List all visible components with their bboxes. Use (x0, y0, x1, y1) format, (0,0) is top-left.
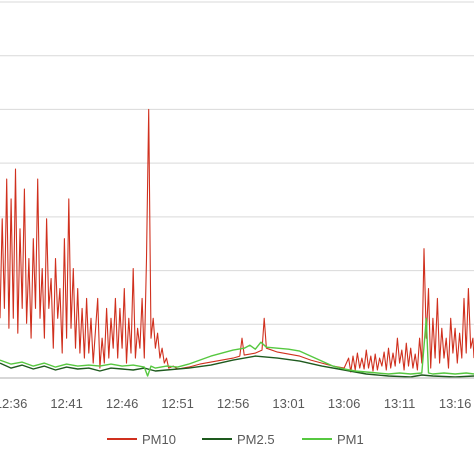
legend-item-pm1[interactable]: PM1 (302, 432, 364, 447)
x-tick-label: 13:11 (384, 396, 416, 411)
x-tick-label: 12:51 (161, 396, 194, 411)
series-lines (0, 108, 474, 378)
gridlines (0, 1, 474, 325)
x-tick-label: 12:56 (217, 396, 250, 411)
x-tick-label: 12:41 (50, 396, 83, 411)
legend-label-pm2-5: PM2.5 (237, 432, 275, 447)
x-tick-label: 12:36 (0, 396, 27, 411)
legend-label-pm10: PM10 (142, 432, 176, 447)
series-line-pm2-5 (0, 355, 474, 378)
x-tick-label: 13:16 (439, 396, 472, 411)
legend-item-pm10[interactable]: PM10 (107, 432, 176, 447)
legend-label-pm1: PM1 (337, 432, 364, 447)
x-tick-label: 13:06 (328, 396, 361, 411)
legend-item-pm2-5[interactable]: PM2.5 (202, 432, 275, 447)
series-line-pm1 (0, 317, 474, 377)
x-tick-label: 12:46 (106, 396, 139, 411)
series-line-pm10 (0, 108, 474, 373)
x-tick-label: 13:01 (272, 396, 305, 411)
x-axis-tick-labels: 12:36 12:41 12:46 12:51 12:56 13:01 13:06 13:11… (0, 396, 471, 411)
legend: PM10 PM2.5 PM1 (107, 432, 364, 447)
